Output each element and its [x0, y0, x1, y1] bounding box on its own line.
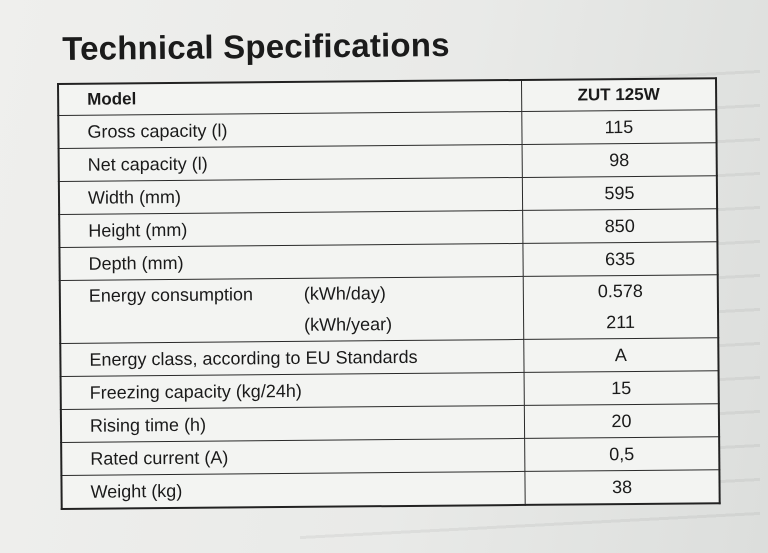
row-label: Energy class, according to EU Standards: [60, 339, 525, 377]
row-label: Freezing capacity (kg/24h): [60, 372, 525, 410]
header-model-value: ZUT 125W: [521, 78, 717, 112]
energy-value-year: 211: [606, 311, 636, 333]
row-value: 20: [524, 403, 720, 439]
row-value: 0,5: [524, 436, 720, 472]
header-label: Model: [58, 79, 522, 116]
specifications-table: Model ZUT 125W Gross capacity (l) 115 Ne…: [57, 77, 721, 510]
row-value: 115: [521, 109, 717, 145]
row-value: 38: [524, 469, 720, 505]
energy-unit-day: (kWh/day): [303, 283, 386, 304]
energy-consumption-row: Energy consumption (kWh/day) (kWh/year) 0…: [59, 274, 719, 344]
table-row: Weight (kg) 38: [61, 469, 720, 509]
row-value: 850: [522, 208, 718, 244]
row-value: 15: [524, 370, 719, 406]
energy-label-cell: Energy consumption (kWh/day) (kWh/year): [59, 276, 524, 344]
row-label: Gross capacity (l): [58, 111, 523, 149]
energy-label: Energy consumption: [88, 284, 254, 306]
energy-values-cell: 0.578 211: [523, 274, 719, 340]
row-value: 98: [522, 142, 717, 178]
energy-value-day: 0.578: [597, 280, 643, 302]
row-value: A: [523, 337, 719, 373]
row-label: Rated current (A): [61, 438, 525, 476]
row-label: Net capacity (l): [58, 144, 523, 182]
row-label: Width (mm): [58, 177, 523, 215]
energy-label-spacer: [89, 331, 304, 333]
row-value: 595: [522, 175, 718, 211]
row-label: Rising time (h): [60, 405, 525, 443]
row-label: Depth (mm): [59, 243, 524, 281]
page-title: Technical Specifications: [62, 25, 450, 67]
row-label: Height (mm): [59, 210, 523, 248]
energy-unit-year: (kWh/year): [304, 314, 393, 335]
row-label: Weight (kg): [61, 471, 526, 509]
row-value: 635: [522, 241, 718, 277]
